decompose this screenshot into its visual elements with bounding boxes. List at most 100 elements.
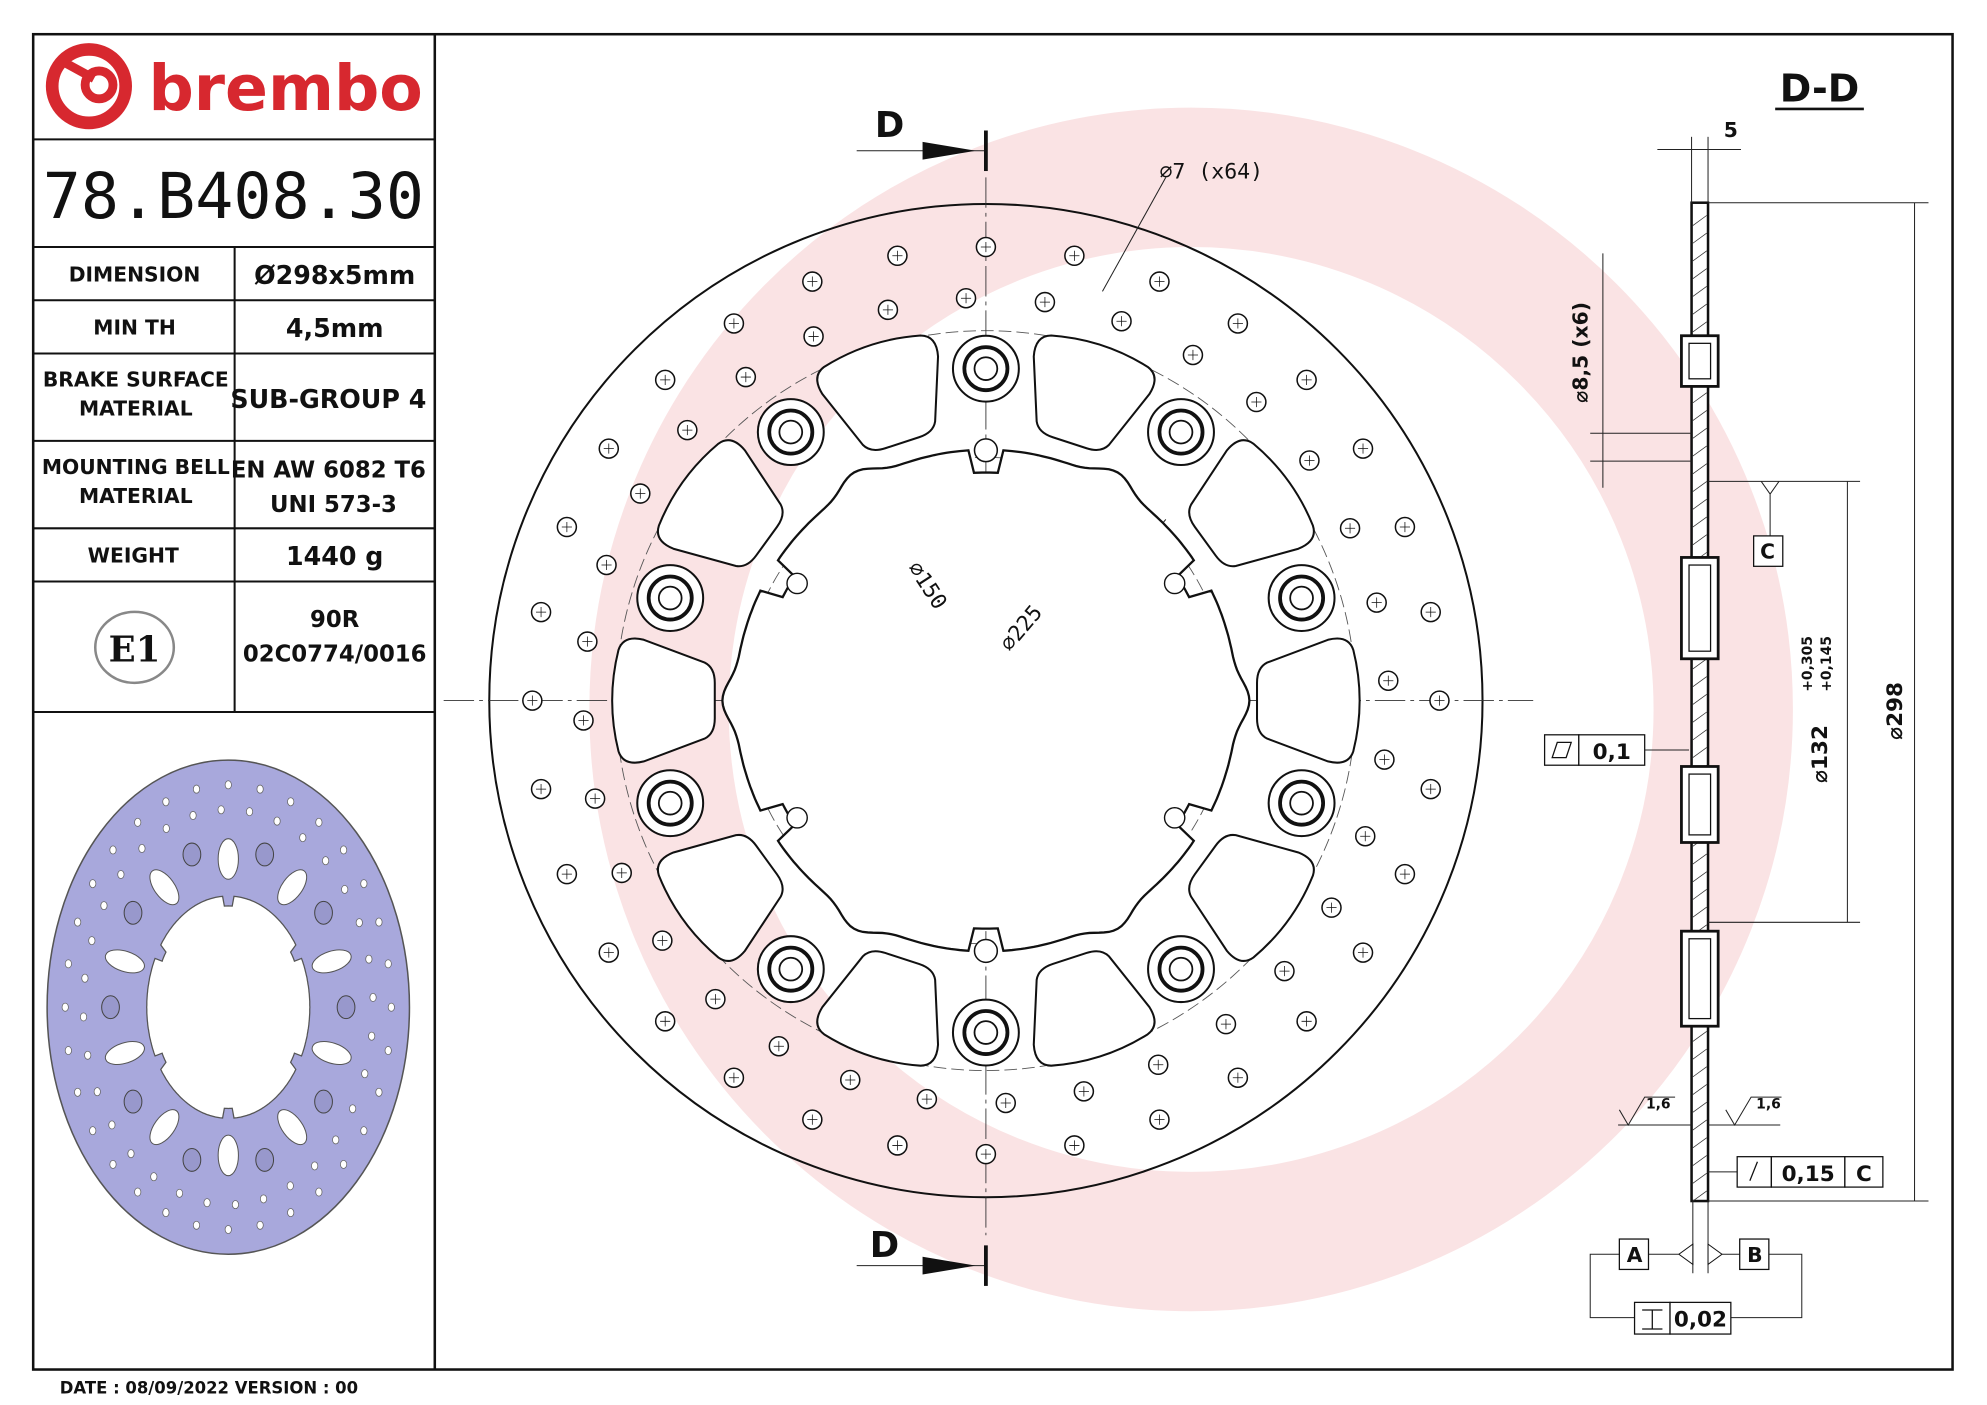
thumb-hole <box>74 1087 82 1097</box>
brembo-logo: brembo <box>45 43 423 130</box>
dim-hole-8-5: ⌀8,5 (x6) <box>1569 302 1593 403</box>
thumb-hole <box>109 1159 117 1169</box>
thumb-hole <box>192 784 201 794</box>
svg-text:0,02: 0,02 <box>1674 1307 1727 1332</box>
thumb-hole <box>192 1220 201 1230</box>
thumb-hole <box>134 817 142 827</box>
bore-tol-lower: +0,145 <box>1819 636 1835 692</box>
thumb-button <box>101 995 120 1020</box>
thumb-button <box>255 842 275 867</box>
parallelism-frame: 0,02 <box>1633 1301 1732 1335</box>
thumb-hole <box>74 917 82 927</box>
thumb-hole <box>203 1198 211 1208</box>
svg-text:0,15: 0,15 <box>1782 1162 1835 1187</box>
thumb-window <box>311 1040 352 1065</box>
svg-text:C: C <box>1760 540 1775 564</box>
thumb-button <box>123 1089 143 1114</box>
bell-window <box>816 334 940 451</box>
thumb-button <box>182 1148 202 1172</box>
thumb-hole <box>134 1187 142 1197</box>
thumb-hole <box>109 845 117 855</box>
bell-small-hole <box>973 938 999 964</box>
thumb-hole <box>311 1161 319 1171</box>
thumb-window <box>149 1109 180 1146</box>
bell-window <box>656 439 784 568</box>
bell-window <box>1256 637 1361 764</box>
thumb-hole <box>231 1200 239 1210</box>
svg-text:0,1: 0,1 <box>1593 740 1631 765</box>
thumb-hole <box>384 1046 392 1056</box>
thumb-hole <box>256 1220 264 1230</box>
thumb-hole <box>79 1012 88 1022</box>
thumb-hole <box>322 856 330 866</box>
thumb-hole <box>287 1208 295 1218</box>
thumb-hole <box>369 993 377 1002</box>
thumb-hole <box>64 1046 72 1056</box>
spec-value-bell: EN AW 6082 T6 <box>231 458 426 484</box>
thumb-window <box>277 1109 308 1146</box>
thumb-hole <box>162 824 170 833</box>
thumb-window <box>149 869 180 906</box>
e1-mark-oval <box>93 610 176 685</box>
svg-text:D: D <box>875 105 904 146</box>
spec-label-min-th: MIN TH <box>93 315 176 339</box>
homologation-line2: 02C0774/0016 <box>243 641 427 667</box>
thumb-hole <box>138 844 146 853</box>
section-view-dd <box>1589 136 1929 1319</box>
thumb-hole <box>375 1087 383 1097</box>
datum-a-box: A <box>1618 1238 1650 1271</box>
sheet-frame <box>31 32 1954 1371</box>
thumb-hole <box>84 1050 92 1060</box>
spec-label-dimension: DIMENSION <box>69 262 201 286</box>
thumb-hole <box>375 917 383 927</box>
svg-text:A: A <box>1627 1243 1643 1267</box>
thumb-hole <box>61 1002 69 1012</box>
thumb-hole <box>108 1120 116 1130</box>
thumb-hole <box>89 879 97 889</box>
dim-outer-298: ⌀298 <box>1883 682 1908 740</box>
bell-small-hole <box>786 572 808 595</box>
section-marker-top: D <box>856 105 988 172</box>
thumb-hole <box>368 1031 376 1041</box>
thumb-hole <box>332 1135 340 1145</box>
thumb-button <box>314 900 333 925</box>
dim-bore-132: ⌀132 <box>1808 725 1833 783</box>
roughness-right: 1,6 <box>1756 1097 1781 1113</box>
thumb-hole <box>315 1187 323 1197</box>
spec-label-brake: BRAKE SURFACE <box>43 367 229 391</box>
thumb-hole <box>175 1188 184 1198</box>
thumb-hole <box>273 816 281 826</box>
thumb-hole <box>355 918 363 928</box>
thumb-hole <box>93 1087 101 1097</box>
footer-date-version: DATE : 08/09/2022 VERSION : 00 <box>60 1379 358 1398</box>
bell-inner-cutout <box>721 449 1251 953</box>
thumb-hole <box>365 954 373 964</box>
thumb-hole <box>117 870 125 879</box>
thumb-hole <box>361 1069 369 1079</box>
thumb-hole <box>299 833 307 843</box>
spec-label-brake-2: MATERIAL <box>79 397 193 421</box>
bore-tol-upper: +0,305 <box>1800 636 1816 692</box>
bell-window <box>1032 950 1156 1067</box>
bell-small-hole <box>786 806 808 829</box>
thumb-window <box>217 1134 239 1177</box>
runout-frame: 0,15 C <box>1736 1156 1884 1188</box>
thumb-hole <box>88 936 96 946</box>
thumb-button <box>314 1089 333 1114</box>
spec-label-weight: WEIGHT <box>88 544 179 568</box>
thumb-button <box>255 1148 275 1172</box>
thumb-button <box>182 842 202 867</box>
thumb-hole <box>341 884 349 894</box>
svg-text:D: D <box>870 1225 899 1266</box>
thumb-button <box>336 995 356 1020</box>
flatness-frame: 0,1 <box>1543 734 1690 766</box>
thumb-hole <box>217 805 225 815</box>
thumb-hole <box>287 797 295 807</box>
thumb-hole <box>256 784 264 794</box>
bell-window <box>1188 439 1315 568</box>
disc-thumbnail <box>46 759 411 1255</box>
spec-value-weight: 1440 g <box>286 541 383 571</box>
thumb-hole <box>64 959 72 969</box>
thumb-hole <box>384 959 392 969</box>
section-title: D-D <box>1780 66 1860 110</box>
